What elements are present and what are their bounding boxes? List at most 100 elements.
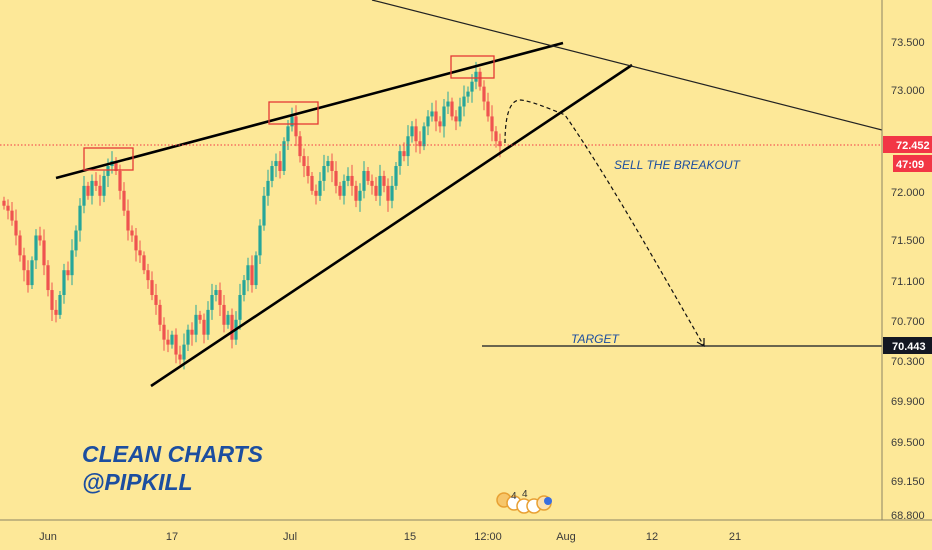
candle[interactable] (422, 126, 426, 147)
candle[interactable] (146, 270, 150, 281)
candle[interactable] (342, 180, 346, 196)
candle[interactable] (282, 141, 286, 171)
time-axis[interactable] (0, 520, 932, 550)
candle[interactable] (198, 314, 202, 320)
candle[interactable] (418, 141, 422, 147)
candle[interactable] (462, 96, 466, 107)
candle[interactable] (94, 180, 98, 186)
candle[interactable] (358, 190, 362, 201)
candle[interactable] (294, 116, 298, 137)
candle[interactable] (262, 195, 266, 226)
candle[interactable] (298, 136, 302, 157)
candle[interactable] (310, 175, 314, 191)
candle[interactable] (426, 116, 430, 127)
peak-highlight-box[interactable] (450, 55, 495, 79)
candle[interactable] (230, 314, 234, 340)
candle[interactable] (306, 166, 310, 176)
candle[interactable] (470, 81, 474, 92)
candle[interactable] (390, 185, 394, 201)
price-axis[interactable] (882, 0, 932, 520)
descending-resistance-line[interactable] (371, 0, 883, 131)
candle[interactable] (190, 329, 194, 335)
candle[interactable] (346, 175, 350, 181)
candle[interactable] (238, 295, 242, 320)
candle[interactable] (74, 230, 78, 251)
candle[interactable] (194, 314, 198, 335)
candle[interactable] (362, 170, 366, 191)
candle[interactable] (314, 190, 318, 196)
candle[interactable] (170, 334, 174, 345)
candle[interactable] (434, 111, 438, 122)
candle[interactable] (478, 71, 482, 87)
candle[interactable] (130, 230, 134, 236)
candle[interactable] (166, 339, 170, 345)
candle[interactable] (326, 161, 330, 167)
candle[interactable] (302, 156, 306, 167)
candle[interactable] (98, 185, 102, 196)
candle[interactable] (186, 329, 190, 345)
upper-trendline[interactable] (55, 41, 564, 180)
candle[interactable] (398, 151, 402, 167)
candle[interactable] (66, 270, 70, 276)
candle[interactable] (154, 295, 158, 305)
candle[interactable] (34, 235, 38, 261)
candle[interactable] (30, 260, 34, 286)
candle[interactable] (202, 319, 206, 335)
candle[interactable] (366, 170, 370, 181)
candle[interactable] (254, 255, 258, 286)
candle[interactable] (446, 101, 450, 107)
candle[interactable] (54, 309, 58, 315)
candle[interactable] (438, 121, 442, 127)
candle[interactable] (218, 290, 222, 305)
lower-trendline[interactable] (150, 63, 633, 388)
candle[interactable] (286, 126, 290, 142)
candle[interactable] (378, 175, 382, 196)
candle[interactable] (18, 235, 22, 256)
candle[interactable] (402, 151, 406, 157)
candle[interactable] (494, 131, 498, 142)
candle[interactable] (162, 324, 166, 340)
candle[interactable] (394, 166, 398, 186)
candle[interactable] (406, 136, 410, 157)
candle[interactable] (182, 344, 186, 360)
candle[interactable] (14, 220, 18, 236)
candle[interactable] (382, 175, 386, 186)
candle[interactable] (10, 210, 14, 221)
candle[interactable] (242, 280, 246, 296)
candle[interactable] (134, 235, 138, 251)
candle[interactable] (118, 170, 122, 191)
candle[interactable] (414, 126, 418, 142)
candle[interactable] (270, 166, 274, 181)
candle[interactable] (498, 141, 502, 147)
candle[interactable] (274, 161, 278, 167)
candle[interactable] (82, 185, 86, 206)
candle[interactable] (290, 116, 294, 127)
candle[interactable] (450, 101, 454, 117)
candle[interactable] (214, 290, 218, 296)
candle[interactable] (482, 86, 486, 102)
candle[interactable] (474, 71, 478, 82)
candle[interactable] (22, 255, 26, 271)
candle[interactable] (58, 295, 62, 315)
peak-highlight-box[interactable] (83, 147, 134, 171)
candle[interactable] (338, 185, 342, 196)
candle[interactable] (278, 161, 282, 171)
plot-area[interactable] (0, 0, 882, 520)
event-markers[interactable]: 4 4 (496, 489, 552, 514)
candle[interactable] (2, 200, 6, 206)
candle[interactable] (430, 111, 434, 117)
candle[interactable] (458, 106, 462, 122)
candle[interactable] (50, 290, 54, 310)
candle[interactable] (150, 280, 154, 296)
peak-highlight-box[interactable] (268, 101, 319, 125)
candle[interactable] (454, 116, 458, 122)
candle[interactable] (486, 101, 490, 117)
candle[interactable] (246, 265, 250, 281)
candle[interactable] (350, 175, 354, 186)
candle[interactable] (370, 180, 374, 186)
candle[interactable] (6, 205, 10, 211)
candle[interactable] (106, 166, 110, 176)
candle[interactable] (374, 185, 378, 196)
candle[interactable] (410, 126, 414, 137)
